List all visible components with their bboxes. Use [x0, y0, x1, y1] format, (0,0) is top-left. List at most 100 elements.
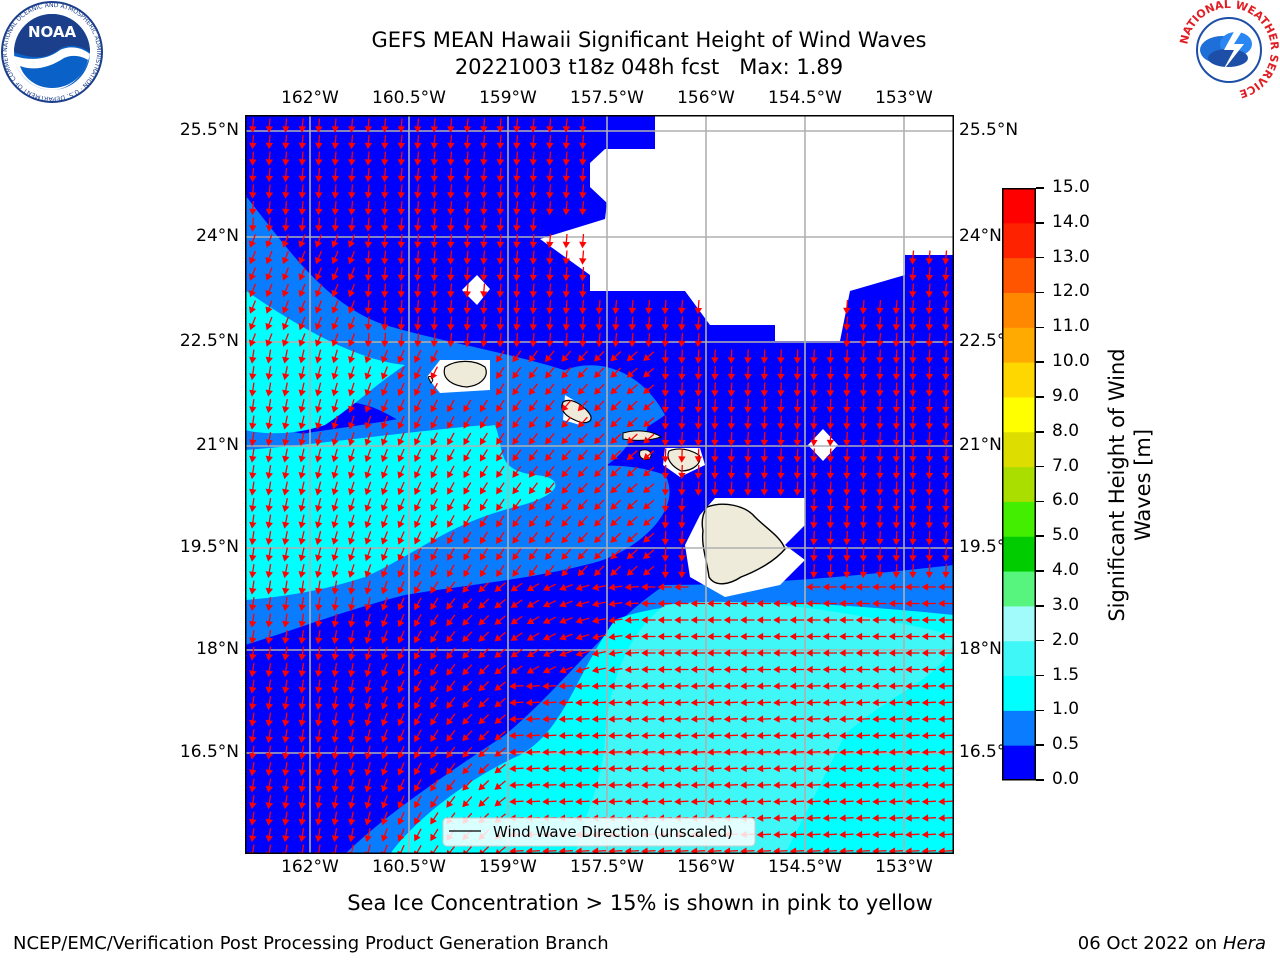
- wind-wave-arrow: [298, 250, 306, 265]
- wind-wave-arrow: [626, 565, 638, 576]
- wind-wave-arrow: [479, 548, 488, 561]
- wind-wave-arrow: [942, 398, 950, 414]
- wind-wave-arrow: [921, 830, 937, 839]
- wind-wave-arrow: [348, 151, 356, 166]
- wind-wave-arrow: [546, 316, 554, 331]
- wind-wave-arrow: [756, 814, 772, 822]
- wind-wave-arrow: [529, 283, 538, 298]
- wind-wave-arrow: [872, 616, 887, 624]
- wind-wave-arrow: [723, 665, 738, 674]
- wind-wave-arrow: [463, 266, 472, 282]
- wind-wave-arrow: [331, 151, 340, 166]
- wind-wave-arrow: [888, 731, 904, 740]
- wind-wave-arrow: [479, 515, 488, 528]
- wind-wave-arrow: [265, 663, 274, 678]
- wind-wave-arrow: [744, 464, 752, 480]
- wind-wave-arrow: [888, 599, 903, 608]
- wind-wave-arrow: [480, 184, 488, 199]
- wind-wave-arrow: [855, 698, 871, 707]
- wind-wave-arrow: [641, 748, 656, 756]
- wind-wave-arrow: [694, 365, 703, 381]
- wind-wave-arrow: [558, 781, 574, 789]
- wind-wave-arrow: [843, 497, 851, 513]
- lat-tick-right: 25.5°N: [959, 120, 1019, 140]
- colorbar-segment: [1002, 257, 1036, 293]
- wind-wave-arrow: [348, 547, 356, 562]
- wind-wave-arrow: [826, 431, 835, 447]
- wind-wave-arrow: [608, 764, 623, 773]
- wind-wave-arrow: [806, 715, 821, 723]
- wind-wave-arrow: [756, 781, 772, 789]
- wind-wave-arrow: [694, 415, 703, 430]
- wind-wave-arrow: [298, 564, 306, 579]
- wind-wave-arrow: [641, 632, 656, 641]
- wind-wave-arrow: [298, 696, 307, 711]
- wind-wave-arrow: [463, 515, 472, 528]
- wind-wave-arrow: [855, 616, 870, 624]
- wind-wave-arrow: [348, 728, 356, 744]
- lat-tick-right: 24°N: [959, 226, 1002, 246]
- wind-wave-arrow: [430, 217, 439, 232]
- wind-wave-arrow: [579, 233, 587, 249]
- wind-wave-arrow: [773, 632, 788, 641]
- wind-wave-arrow: [575, 616, 590, 624]
- lon-tick-bottom: 156°W: [677, 857, 735, 877]
- wind-wave-arrow: [249, 564, 257, 579]
- wind-wave-arrow: [921, 649, 936, 657]
- wind-wave-arrow: [859, 547, 868, 562]
- wind-wave-arrow: [626, 367, 638, 378]
- wind-wave-arrow: [462, 598, 473, 610]
- wind-wave-arrow: [414, 200, 422, 216]
- wind-wave-arrow: [789, 715, 805, 723]
- wind-wave-arrow: [525, 797, 541, 806]
- wind-wave-arrow: [558, 797, 574, 806]
- colorbar-segment: [1002, 292, 1036, 328]
- wind-wave-arrow: [528, 482, 538, 495]
- wind-wave-arrow: [348, 134, 356, 150]
- wind-wave-arrow: [348, 465, 356, 479]
- wind-wave-arrow: [298, 729, 307, 744]
- wind-wave-arrow: [839, 781, 854, 789]
- wind-wave-arrow: [562, 118, 571, 133]
- wind-wave-arrow: [282, 646, 290, 661]
- colorbar-level-label: 9.0: [1052, 385, 1080, 406]
- wind-wave-arrow: [526, 665, 540, 674]
- wind-wave-arrow: [826, 497, 835, 513]
- wind-wave-arrow: [822, 665, 837, 674]
- wind-wave-arrow: [249, 134, 257, 150]
- wind-wave-arrow: [281, 250, 290, 265]
- wind-wave-arrow: [414, 366, 422, 380]
- wind-wave-arrow: [542, 600, 557, 608]
- wind-wave-arrow: [892, 497, 901, 513]
- wind-wave-arrow: [773, 830, 788, 839]
- wind-wave-arrow: [610, 483, 622, 494]
- colorbar-level-label: 8.0: [1052, 420, 1080, 441]
- wind-wave-arrow: [826, 530, 835, 546]
- wind-wave-arrow: [577, 449, 588, 461]
- wind-wave-arrow: [793, 349, 802, 364]
- wind-wave-arrow: [760, 365, 769, 381]
- wind-wave-arrow: [430, 382, 438, 396]
- wind-wave-arrow: [938, 781, 953, 789]
- wind-wave-arrow: [661, 299, 670, 315]
- colorbar-segment: [1002, 640, 1036, 677]
- colorbar-tick: [1036, 605, 1044, 607]
- wind-wave-arrow: [610, 384, 622, 395]
- wind-wave-arrow: [546, 200, 554, 216]
- wind-wave-arrow: [529, 217, 538, 232]
- wind-wave-arrow: [331, 679, 340, 694]
- wind-wave-arrow: [575, 764, 590, 773]
- wind-wave-arrow: [430, 167, 439, 183]
- colorbar-frame: [1002, 188, 1036, 781]
- wind-wave-arrow: [678, 332, 686, 348]
- wind-wave-arrow: [740, 599, 755, 608]
- wind-wave-arrow: [510, 599, 523, 608]
- wind-wave-arrow: [594, 449, 605, 461]
- wind-wave-arrow: [364, 580, 372, 595]
- wind-wave-arrow: [478, 648, 490, 659]
- wind-wave-arrow: [381, 778, 389, 793]
- wind-wave-arrow: [905, 599, 920, 608]
- wind-wave-arrow: [446, 647, 456, 660]
- wind-wave-arrow: [921, 731, 937, 740]
- wind-wave-arrow: [777, 464, 785, 480]
